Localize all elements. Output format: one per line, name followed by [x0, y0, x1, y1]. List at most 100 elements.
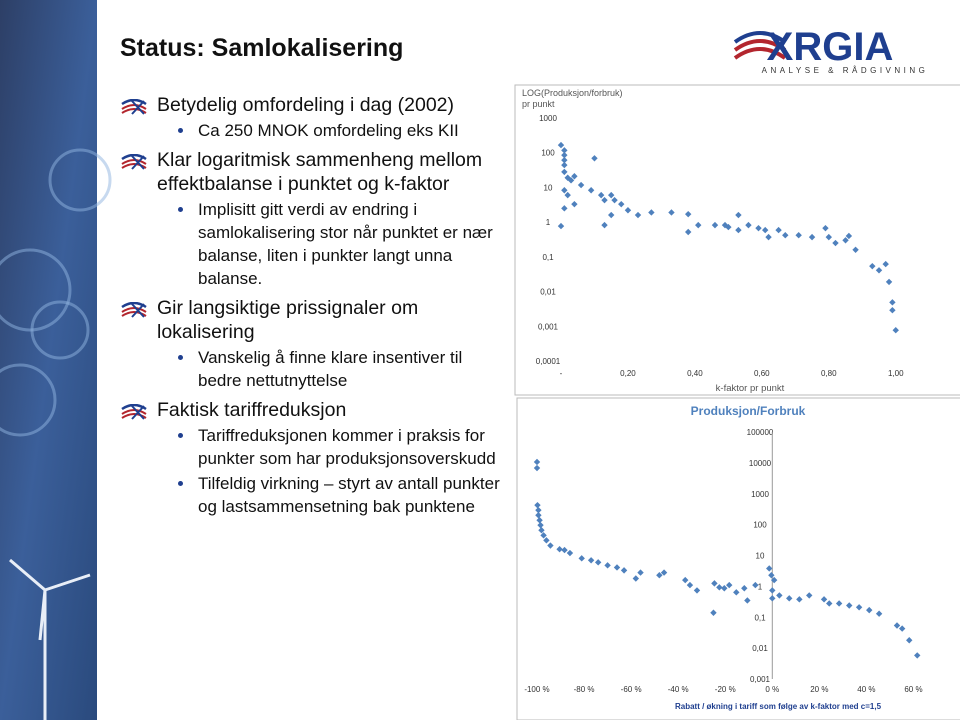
point — [685, 228, 692, 236]
bullet-dot — [178, 355, 183, 360]
bullet-group: Gir langsiktige prissignaler om lokalise… — [120, 296, 505, 392]
point — [685, 210, 692, 218]
point — [557, 222, 565, 230]
point — [613, 564, 621, 571]
point — [711, 580, 718, 587]
point — [866, 606, 873, 614]
point — [875, 610, 883, 617]
point — [693, 587, 701, 594]
x-tick-label: 40 % — [857, 685, 875, 694]
y-tick-label: 1000 — [751, 490, 769, 499]
point — [601, 221, 608, 229]
point — [721, 585, 728, 592]
y-axis-title: pr punkt — [522, 99, 555, 109]
point — [561, 546, 568, 554]
point — [765, 233, 772, 241]
point — [561, 156, 568, 164]
point — [578, 555, 585, 562]
logo-swoosh — [733, 31, 787, 44]
point — [540, 532, 547, 539]
point — [561, 187, 568, 194]
sub-bullet: Tariffreduksjonen kommer i praksis for p… — [120, 424, 505, 470]
point — [885, 278, 893, 286]
point — [601, 196, 608, 204]
point — [882, 260, 889, 268]
y-tick-label: 1 — [758, 582, 763, 591]
point — [536, 517, 543, 524]
y-tick-label: 0,01 — [752, 644, 768, 653]
point — [770, 576, 778, 584]
point — [869, 262, 876, 270]
point — [741, 585, 748, 592]
logo: XRGIA ANALYSE & RÅDGIVNING — [733, 25, 925, 75]
point — [561, 161, 568, 169]
y-tick-label: 0,1 — [542, 253, 554, 262]
point — [564, 191, 571, 199]
point — [744, 597, 751, 604]
chart: 0,001 0,01 0,1 1 10 100 1000 10000 100000 -100 % -… — [524, 404, 922, 711]
point — [535, 511, 542, 519]
x-tick-label: 0,20 — [620, 369, 636, 378]
point — [561, 151, 568, 159]
point — [889, 299, 896, 306]
point — [776, 592, 783, 599]
point — [752, 581, 759, 589]
point — [604, 562, 611, 569]
bullet: Faktisk tariffreduksjon — [120, 398, 505, 422]
sub-bullet: Implisitt gitt verdi av endring i samlok… — [120, 198, 505, 290]
bullet-list: Betydelig omfordeling i dag (2002) Ca 250… — [120, 90, 505, 524]
point — [786, 595, 793, 602]
point — [656, 572, 663, 579]
point — [842, 237, 849, 244]
point — [556, 545, 563, 553]
point — [587, 557, 595, 564]
point — [726, 581, 733, 589]
bullet-dot — [178, 128, 183, 133]
point — [561, 168, 568, 176]
point — [796, 596, 803, 603]
x-axis-title: Rabatt / økning i tariff som følge av k-… — [675, 702, 882, 711]
point — [597, 191, 605, 199]
point — [660, 569, 668, 576]
point — [769, 587, 776, 594]
bullet-icon — [121, 99, 147, 115]
chart-frame — [514, 84, 960, 396]
point — [893, 622, 901, 629]
point — [822, 224, 829, 232]
point — [668, 209, 675, 216]
x-tick-label: -100 % — [524, 685, 549, 694]
point — [567, 177, 575, 184]
point — [695, 221, 702, 229]
point — [634, 211, 642, 219]
point — [533, 464, 541, 472]
point — [620, 567, 628, 574]
bullet: Klar logaritmisk sammenheng mellom effek… — [120, 148, 505, 196]
y-tick-label: 100 — [541, 149, 555, 158]
y-tick-label: 0,1 — [754, 613, 766, 622]
point — [725, 223, 732, 231]
bullet-icon — [121, 154, 147, 170]
sub-bullet: Ca 250 MNOK omfordeling eks KII — [120, 119, 505, 142]
point — [686, 581, 694, 589]
sidebar-image — [0, 0, 97, 720]
point — [855, 604, 863, 611]
x-tick-label: 20 % — [810, 685, 828, 694]
point — [761, 226, 769, 234]
point — [618, 200, 625, 208]
point — [564, 174, 571, 181]
point — [535, 506, 542, 514]
x-tick-label: -20 % — [715, 685, 736, 694]
bullet-dot — [178, 481, 183, 486]
x-axis-title: k-faktor pr punkt — [716, 383, 785, 394]
chart: 0,0001 0,001 0,01 0,1 1 10 100 1000 - 0,20 0,40 0,6… — [522, 88, 904, 394]
bullet: Betydelig omfordeling i dag (2002) — [120, 93, 505, 117]
sub-bullet: Tilfeldig virkning – styrt av antall pun… — [120, 472, 505, 518]
bullet-group: Klar logaritmisk sammenheng mellom effek… — [120, 148, 505, 290]
y-tick-label: 0,0001 — [536, 357, 561, 366]
point — [608, 211, 615, 219]
point — [826, 600, 833, 607]
point — [571, 200, 578, 208]
bullet-text: Faktisk tariffreduksjon — [157, 399, 347, 421]
point — [808, 233, 816, 241]
